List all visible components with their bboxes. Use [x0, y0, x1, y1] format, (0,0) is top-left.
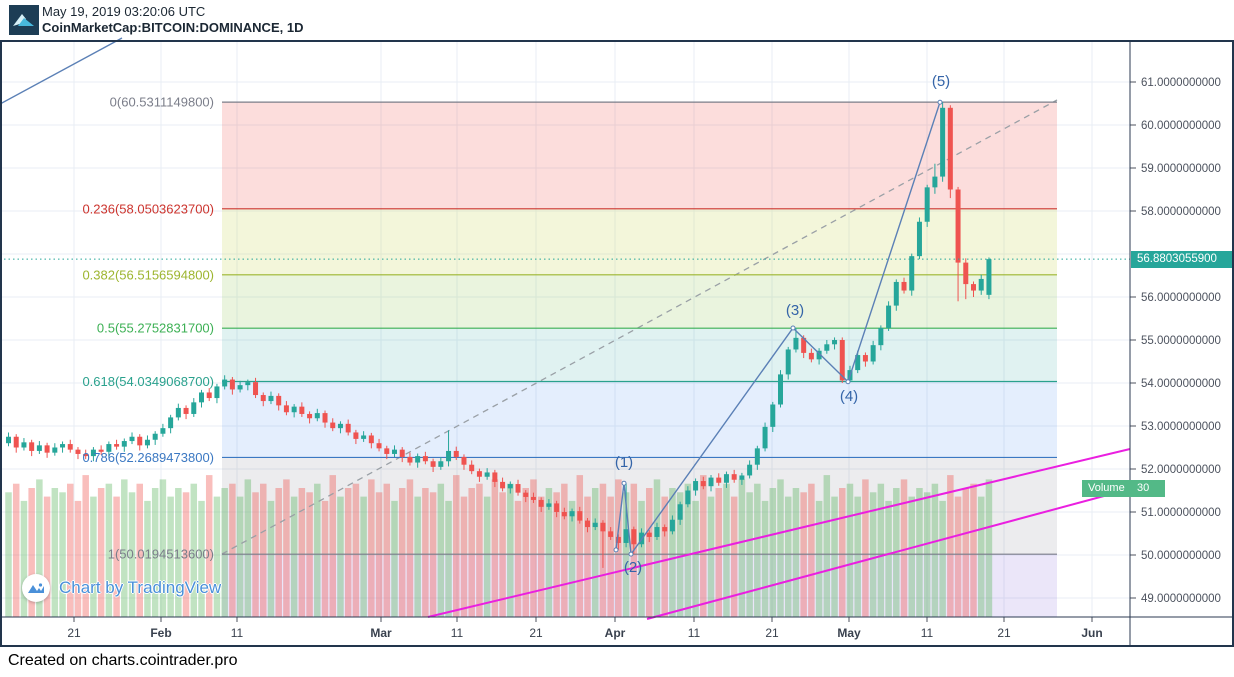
svg-text:0.786(52.2689473800): 0.786(52.2689473800) — [82, 450, 214, 465]
svg-text:11: 11 — [688, 626, 701, 640]
svg-text:49.0000000000: 49.0000000000 — [1141, 593, 1221, 605]
volume-indicator-label[interactable]: Volume — [1082, 480, 1131, 497]
svg-text:0.382(56.5156594800): 0.382(56.5156594800) — [82, 267, 214, 282]
svg-text:0(60.5311149800): 0(60.5311149800) — [110, 95, 214, 110]
tradingview-watermark[interactable]: Chart by TradingView — [22, 574, 221, 602]
svg-text:61.0000000000: 61.0000000000 — [1141, 77, 1221, 89]
svg-text:53.0000000000: 53.0000000000 — [1141, 421, 1221, 433]
svg-text:May: May — [837, 626, 861, 640]
time-axis[interactable]: 21 Feb 11 Mar 11 21 Apr 11 21 May 11 21 Jun — [67, 617, 1103, 640]
fib-level-lines[interactable] — [222, 101, 1057, 555]
svg-text:1(50.0194513600): 1(50.0194513600) — [108, 547, 214, 562]
svg-text:56.0000000000: 56.0000000000 — [1141, 292, 1221, 304]
svg-text:Jun: Jun — [1081, 626, 1102, 640]
svg-text:59.0000000000: 59.0000000000 — [1141, 163, 1221, 175]
chart-symbol-title: CoinMarketCap:BITCOIN:DOMINANCE, 1D — [42, 20, 304, 35]
svg-text:55.0000000000: 55.0000000000 — [1141, 335, 1221, 347]
svg-text:(3): (3) — [786, 302, 804, 319]
volume-value-badge: 30 — [1131, 480, 1165, 497]
fib-labels: 0(60.5311149800) 0.236(58.0503623700) 0.38… — [82, 95, 214, 562]
svg-text:0.5(55.2752831700): 0.5(55.2752831700) — [97, 321, 214, 336]
svg-text:58.0000000000: 58.0000000000 — [1141, 206, 1221, 218]
footer: Created on charts.cointrader.pro — [0, 647, 1234, 677]
svg-text:11: 11 — [921, 626, 934, 640]
watermark-text: Chart by TradingView — [59, 578, 222, 597]
svg-text:(1): (1) — [615, 454, 633, 471]
svg-text:(4): (4) — [840, 388, 858, 405]
svg-text:0.236(58.0503623700): 0.236(58.0503623700) — [82, 201, 214, 216]
candlestick-series — [6, 102, 992, 568]
svg-text:54.0000000000: 54.0000000000 — [1141, 378, 1221, 390]
axis-separators — [2, 42, 1232, 645]
tradingview-logo-icon — [22, 574, 50, 602]
elliott-wave[interactable]: (1) (2) (3) (4) (5) — [613, 73, 950, 576]
fib-zones — [222, 102, 1057, 617]
svg-text:21: 21 — [765, 626, 779, 640]
svg-text:21: 21 — [67, 626, 81, 640]
svg-text:Apr: Apr — [605, 626, 626, 640]
header: May 19, 2019 03:20:06 UTC CoinMarketCap:… — [0, 0, 1234, 40]
svg-text:Feb: Feb — [150, 626, 171, 640]
app-logo-icon[interactable] — [9, 5, 39, 35]
svg-text:11: 11 — [231, 626, 244, 640]
svg-text:Mar: Mar — [370, 626, 392, 640]
trend-lines[interactable] — [0, 37, 1131, 620]
svg-text:52.0000000000: 52.0000000000 — [1141, 464, 1221, 476]
svg-text:51.0000000000: 51.0000000000 — [1141, 507, 1221, 519]
current-price-badge: 56.8803055900 — [1131, 251, 1234, 268]
svg-text:21: 21 — [529, 626, 543, 640]
svg-text:50.0000000000: 50.0000000000 — [1141, 550, 1221, 562]
svg-text:11: 11 — [451, 626, 464, 640]
svg-text:21: 21 — [997, 626, 1011, 640]
fib-trend-dashed-line[interactable] — [221, 99, 1058, 555]
gridlines — [2, 42, 1130, 617]
footer-text: Created on charts.cointrader.pro — [8, 652, 238, 669]
price-axis[interactable]: 61.0000000000 60.0000000000 59.0000000000 5… — [1130, 77, 1221, 605]
svg-text:(5): (5) — [932, 73, 950, 90]
svg-text:0.618(54.0349068700): 0.618(54.0349068700) — [82, 374, 214, 389]
svg-text:60.0000000000: 60.0000000000 — [1141, 120, 1221, 132]
chart-timestamp: May 19, 2019 03:20:06 UTC — [42, 4, 206, 19]
svg-text:(2): (2) — [624, 559, 642, 576]
